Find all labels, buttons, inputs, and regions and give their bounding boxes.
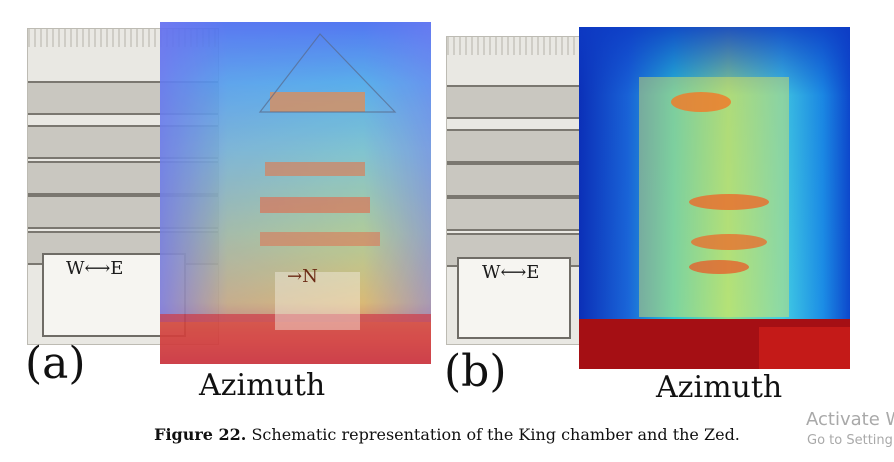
panel-label-b: (b): [444, 346, 507, 397]
activation-watermark-subtitle: Go to Setting: [807, 433, 893, 448]
axis-label-b: Azimuth: [656, 370, 783, 405]
direction-n-a: →N: [287, 266, 318, 287]
axis-label-a: Azimuth: [199, 368, 326, 403]
caption-prefix: Figure 22.: [154, 425, 247, 444]
heatmap-a: [160, 22, 431, 364]
heatmap-b: [579, 27, 850, 369]
direction-we-b: W⟷E: [482, 262, 540, 283]
caption-text: Schematic representation of the King cha…: [246, 425, 740, 444]
direction-we-a: W⟷E: [66, 258, 124, 279]
chamber-sketch-b: [446, 36, 584, 345]
panel-label-a: (a): [25, 338, 86, 389]
figure-caption: Figure 22. Schematic representation of t…: [0, 425, 894, 444]
activation-watermark-title: Activate W: [806, 409, 894, 430]
